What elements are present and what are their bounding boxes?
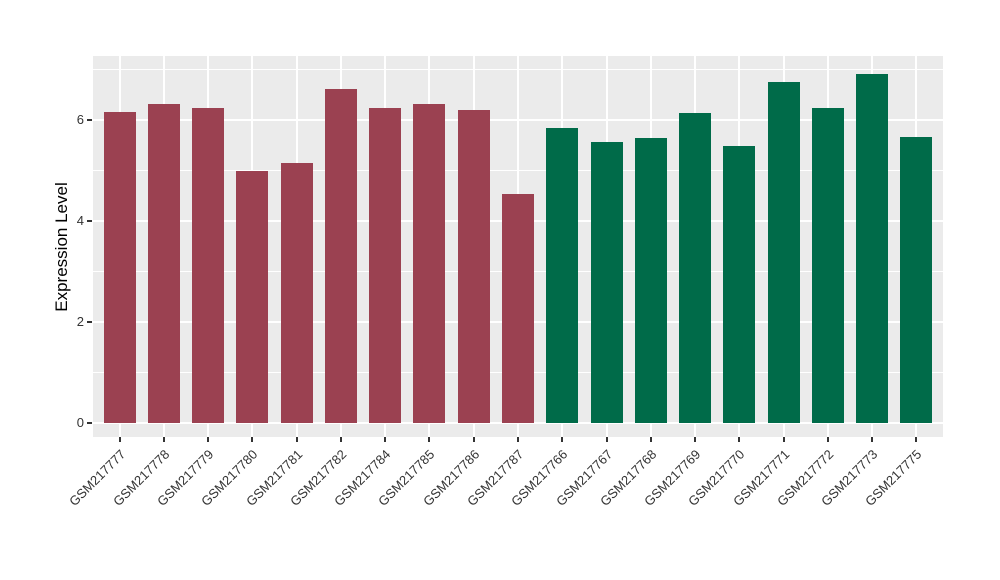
bar-GSM217775 <box>900 137 932 423</box>
y-tick-mark <box>87 321 92 323</box>
x-tick-mark <box>915 437 918 442</box>
x-tick-mark <box>384 437 387 442</box>
bar-GSM217769 <box>679 113 711 423</box>
bar-GSM217777 <box>104 112 136 423</box>
x-tick-mark <box>826 437 829 442</box>
bar-GSM217773 <box>856 73 888 423</box>
x-tick-mark <box>649 437 652 442</box>
x-tick-mark <box>251 437 254 442</box>
bar-GSM217782 <box>325 88 357 423</box>
bar-GSM217785 <box>413 103 445 423</box>
bar-GSM217780 <box>236 170 268 423</box>
y-axis-title: Expression Level <box>52 182 71 312</box>
x-tick-mark <box>517 437 519 442</box>
x-tick-mark <box>428 437 431 442</box>
y-tick-mark <box>87 119 92 121</box>
bar-GSM217772 <box>812 107 844 423</box>
y-tick-label: 4 <box>76 213 84 228</box>
bar-GSM217770 <box>723 146 755 423</box>
bar-GSM217787 <box>502 193 534 423</box>
y-tick-mark <box>87 220 92 222</box>
x-tick-mark <box>561 437 564 442</box>
bar-GSM217781 <box>281 163 313 423</box>
y-tick-label: 6 <box>76 112 84 127</box>
y-tick-label: 2 <box>76 314 84 329</box>
plot-panel <box>93 56 943 437</box>
bar-GSM217767 <box>591 142 623 423</box>
bar-GSM217778 <box>148 103 180 423</box>
bar-GSM217766 <box>546 127 578 423</box>
bar-GSM217784 <box>369 107 401 423</box>
bar-GSM217779 <box>192 107 224 423</box>
x-tick-mark <box>472 437 475 442</box>
x-tick-mark <box>207 437 210 442</box>
x-tick-mark <box>738 437 741 442</box>
bar-GSM217771 <box>768 82 800 423</box>
x-tick-mark <box>339 437 342 442</box>
bar-GSM217768 <box>635 138 667 423</box>
x-tick-mark <box>162 437 165 442</box>
x-tick-mark <box>605 437 608 442</box>
x-tick-mark <box>118 437 121 442</box>
y-tick-label: 0 <box>76 415 84 430</box>
x-tick-mark <box>295 437 298 442</box>
x-tick-mark <box>782 437 785 442</box>
x-tick-mark <box>694 437 697 442</box>
y-tick-mark <box>87 422 92 424</box>
x-tick-mark <box>871 437 874 442</box>
bar-GSM217786 <box>458 109 490 423</box>
